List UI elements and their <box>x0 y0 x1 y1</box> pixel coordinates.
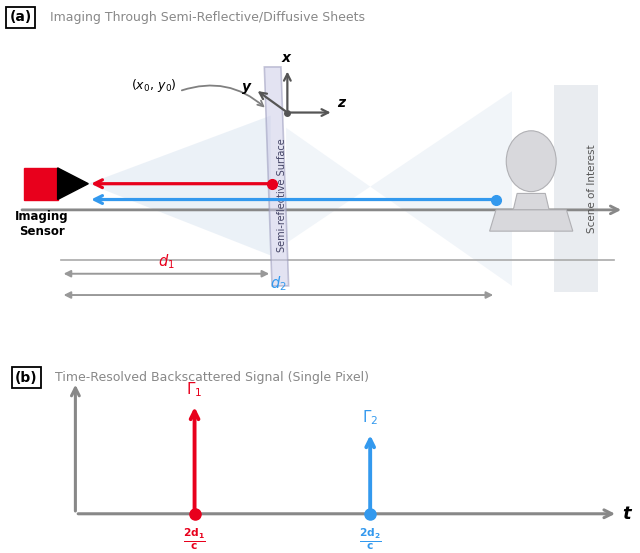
FancyBboxPatch shape <box>554 85 598 292</box>
Text: Imaging
Sensor: Imaging Sensor <box>15 210 68 238</box>
Text: $(x_0,\,y_0)$: $(x_0,\,y_0)$ <box>131 77 177 93</box>
FancyBboxPatch shape <box>24 168 58 200</box>
Text: Imaging Through Semi-Reflective/Diffusive Sheets: Imaging Through Semi-Reflective/Diffusiv… <box>50 11 365 24</box>
Text: (b): (b) <box>15 371 38 385</box>
Text: $\bfit{t}$: $\bfit{t}$ <box>622 505 634 523</box>
Polygon shape <box>513 194 549 210</box>
Text: $d_1$: $d_1$ <box>158 253 175 272</box>
Text: Scene of Interest: Scene of Interest <box>587 144 597 233</box>
Ellipse shape <box>506 131 556 192</box>
Text: Semi-reflective Surface: Semi-reflective Surface <box>277 138 287 252</box>
Text: $\Gamma_2$: $\Gamma_2$ <box>362 408 378 427</box>
Text: Time-Resolved Backscattered Signal (Single Pixel): Time-Resolved Backscattered Signal (Sing… <box>55 371 369 384</box>
Text: $d_2$: $d_2$ <box>270 274 287 293</box>
Polygon shape <box>88 116 271 255</box>
Text: $\bfit{y}$: $\bfit{y}$ <box>241 81 252 96</box>
Text: $\mathbf{\frac{2d_1}{c}}$: $\mathbf{\frac{2d_1}{c}}$ <box>183 526 206 552</box>
Text: (a): (a) <box>10 10 31 24</box>
Polygon shape <box>286 91 512 286</box>
Text: $\bfit{z}$: $\bfit{z}$ <box>337 96 347 110</box>
Polygon shape <box>264 67 289 286</box>
Text: $\mathbf{\frac{2d_2}{c}}$: $\mathbf{\frac{2d_2}{c}}$ <box>359 526 381 552</box>
Text: $\Gamma_1$: $\Gamma_1$ <box>186 380 203 399</box>
Polygon shape <box>58 168 88 200</box>
Polygon shape <box>490 210 573 231</box>
Text: $\bfit{x}$: $\bfit{x}$ <box>282 51 293 65</box>
